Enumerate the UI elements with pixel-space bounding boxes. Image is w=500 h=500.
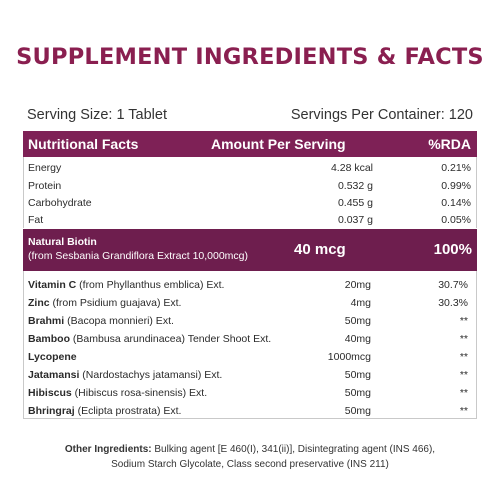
nutrient-rda: 0.21% [441, 162, 471, 174]
serving-info: Serving Size: 1 Tablet Servings Per Cont… [27, 107, 473, 123]
ingredient-rda: ** [459, 333, 468, 345]
nutrient-amount: 0.532 g [337, 180, 373, 192]
nutrient-rda: 0.05% [441, 214, 471, 226]
ingredient-amount: 1000mcg [327, 351, 371, 363]
ingredient-rda: 30.3% [438, 297, 468, 309]
ingredient-name: Hibiscus (Hibiscus rosa-sinensis) Ext. [28, 387, 207, 399]
ingredient-name: Zinc (from Psidium guajava) Ext. [28, 297, 181, 309]
nutrient-name: Energy [28, 162, 62, 174]
ingredient-title: Vitamin C [28, 279, 77, 291]
table-header: Nutritional Facts Amount Per Serving %RD… [23, 131, 477, 157]
ingredient-rda: ** [459, 315, 468, 327]
ingredient-rda: 30.7% [438, 279, 468, 291]
nutrient-rda: 0.99% [441, 180, 471, 192]
ingredient-amount: 50mg [344, 369, 371, 381]
ingredient-amount: 4mg [350, 297, 371, 309]
other-ingredients-line1: Other Ingredients: Bulking agent [E 460(… [20, 442, 480, 457]
ingredient-rda: ** [459, 351, 468, 363]
ingredient-title: Bamboo [28, 333, 70, 345]
ingredient-name: Vitamin C (from Phyllanthus emblica) Ext… [28, 279, 224, 291]
ingredient-amount: 50mg [344, 387, 371, 399]
other-ingredients-text1: Bulking agent [E 460(I), 341(ii)], Disin… [151, 444, 436, 455]
ingredient-detail: (from Psidium guajava) Ext. [49, 297, 182, 309]
nutrient-name: Carbohydrate [28, 197, 92, 209]
biotin-source: (from Sesbania Grandiflora Extract 10,00… [28, 250, 249, 262]
table-row: Lycopene 1000mcg ** [24, 349, 476, 367]
ingredient-rda: ** [459, 405, 468, 417]
ingredient-title: Zinc [28, 297, 50, 309]
nutrient-name: Fat [28, 214, 44, 226]
ingredient-rda: ** [459, 369, 468, 381]
table-row: Brahmi (Bacopa monnieri) Ext. 50mg ** [24, 313, 476, 331]
table-row: Vitamin C (from Phyllanthus emblica) Ext… [24, 277, 476, 295]
table-row: Zinc (from Psidium guajava) Ext. 4mg 30.… [24, 295, 476, 313]
biotin-amount: 40 mcg [294, 241, 346, 258]
header-amount-per-serving: Amount Per Serving [211, 136, 346, 152]
ingredient-title: Hibiscus [28, 387, 72, 399]
herbal-table: Vitamin C (from Phyllanthus emblica) Ext… [23, 271, 477, 419]
other-ingredients-text2: Sodium Starch Glycolate, Class second pr… [111, 459, 389, 470]
ingredient-title: Jatamansi [28, 369, 80, 381]
table-row: Protein 0.532 g 0.99% [24, 178, 476, 196]
ingredient-detail: (Hibiscus rosa-sinensis) Ext. [71, 387, 208, 399]
other-ingredients-label: Other Ingredients: [64, 444, 152, 455]
ingredient-title: Brahmi [28, 315, 65, 327]
ingredient-detail: (Bambusa arundinacea) Tender Shoot Ext. [70, 333, 272, 345]
nutrient-amount: 0.037 g [337, 214, 373, 226]
biotin-row: Natural Biotin (from Sesbania Grandiflor… [23, 229, 477, 271]
ingredient-amount: 20mg [344, 279, 371, 291]
ingredient-detail: (Nardostachys jatamansi) Ext. [79, 369, 223, 381]
servings-per-container: Servings Per Container: 120 [290, 107, 473, 123]
ingredient-amount: 50mg [344, 315, 371, 327]
ingredient-detail: (Bacopa monnieri) Ext. [64, 315, 174, 327]
ingredient-name: Brahmi (Bacopa monnieri) Ext. [28, 315, 174, 327]
ingredient-amount: 40mg [344, 333, 371, 345]
table-row: Energy 4.28 kcal 0.21% [24, 160, 476, 178]
ingredient-name: Jatamansi (Nardostachys jatamansi) Ext. [28, 369, 222, 381]
other-ingredients: Other Ingredients: Bulking agent [E 460(… [20, 442, 480, 472]
serving-size: Serving Size: 1 Tablet [27, 107, 167, 123]
ingredient-detail: (Eclipta prostrata) Ext. [74, 405, 182, 417]
nutrition-table: Energy 4.28 kcal 0.21% Protein 0.532 g 0… [23, 157, 477, 228]
ingredient-amount: 50mg [344, 405, 371, 417]
biotin-name: Natural Biotin [28, 236, 97, 248]
table-row: Carbohydrate 0.455 g 0.14% [24, 195, 476, 213]
ingredient-rda: ** [459, 387, 468, 399]
table-row: Bhringraj (Eclipta prostrata) Ext. 50mg … [24, 403, 476, 421]
biotin-rda: 100% [433, 241, 472, 258]
nutrient-name: Protein [28, 180, 62, 192]
nutrient-rda: 0.14% [441, 197, 471, 209]
table-row: Bamboo (Bambusa arundinacea) Tender Shoo… [24, 331, 476, 349]
ingredient-title: Lycopene [28, 351, 77, 363]
nutrient-amount: 0.455 g [337, 197, 373, 209]
page-title: SUPPLEMENT INGREDIENTS & FACTS [16, 44, 484, 70]
header-rda: %RDA [428, 136, 471, 152]
table-row: Fat 0.037 g 0.05% [24, 212, 476, 230]
table-row: Jatamansi (Nardostachys jatamansi) Ext. … [24, 367, 476, 385]
ingredient-detail: (from Phyllanthus emblica) Ext. [76, 279, 225, 291]
ingredient-name: Bamboo (Bambusa arundinacea) Tender Shoo… [28, 333, 271, 345]
ingredient-name: Lycopene [28, 351, 77, 363]
table-row: Hibiscus (Hibiscus rosa-sinensis) Ext. 5… [24, 385, 476, 403]
ingredient-title: Bhringraj [28, 405, 75, 417]
ingredient-name: Bhringraj (Eclipta prostrata) Ext. [28, 405, 181, 417]
header-nutritional-facts: Nutritional Facts [28, 136, 139, 152]
nutrient-amount: 4.28 kcal [330, 162, 373, 174]
